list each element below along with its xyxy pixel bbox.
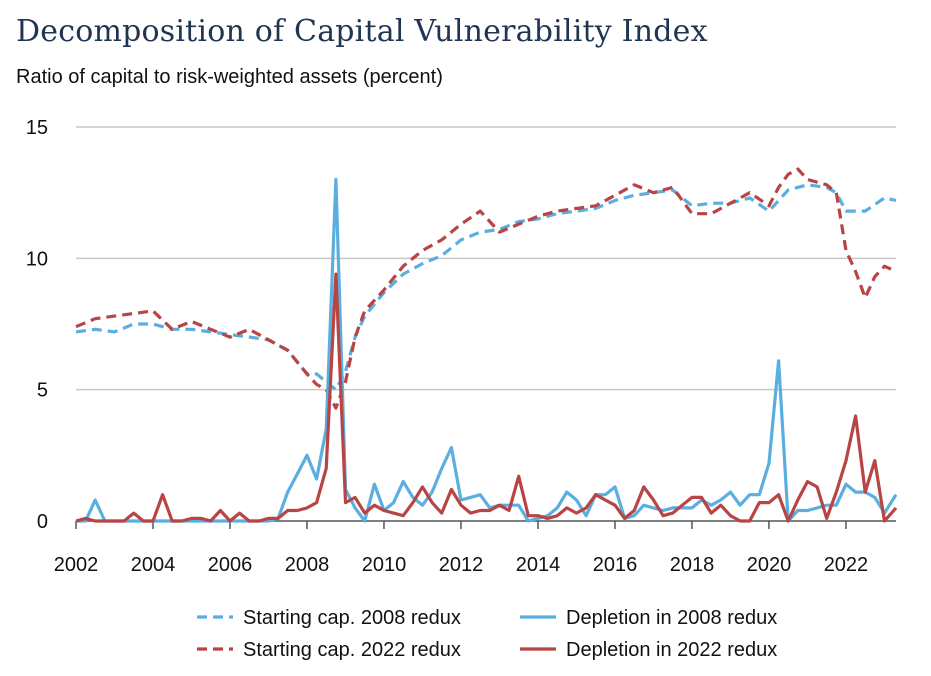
x-tick-label: 2002 <box>54 554 99 576</box>
series-line-2 <box>75 167 897 410</box>
x-tick-label: 2010 <box>362 554 407 576</box>
x-tick-label: 2018 <box>670 554 715 576</box>
axes: 0 5 10 15 2002 2004 2006 2008 2010 2012 2014 2016 20… <box>26 117 896 576</box>
x-tick-label: 2020 <box>747 554 792 576</box>
x-tick-label: 2004 <box>131 554 176 576</box>
chart-title: Decomposition of Capital Vulnerability I… <box>16 14 708 49</box>
series-lines <box>75 167 898 523</box>
y-tick-label: 10 <box>26 248 48 270</box>
x-tick-label: 2012 <box>439 554 484 576</box>
y-tick-label: 0 <box>37 511 48 533</box>
y-tick-label: 15 <box>26 117 48 139</box>
legend-label: Starting cap. 2008 redux <box>243 607 461 629</box>
chart-subtitle: Ratio of capital to risk-weighted assets… <box>16 66 443 88</box>
x-tick-label: 2006 <box>208 554 253 576</box>
series-line-3 <box>75 272 898 523</box>
x-tick-label: 2016 <box>593 554 638 576</box>
legend-label: Depletion in 2008 redux <box>566 607 777 629</box>
y-tick-label: 5 <box>37 380 48 402</box>
x-tick-label: 2014 <box>516 554 561 576</box>
legend: Starting cap. 2008 redux Depletion in 200… <box>197 607 777 661</box>
grid-lines <box>76 126 896 391</box>
legend-label: Starting cap. 2022 redux <box>243 639 461 661</box>
x-tick-label: 2022 <box>824 554 869 576</box>
legend-label: Depletion in 2022 redux <box>566 639 777 661</box>
series-line-0 <box>75 183 897 392</box>
x-tick-label: 2008 <box>285 554 330 576</box>
